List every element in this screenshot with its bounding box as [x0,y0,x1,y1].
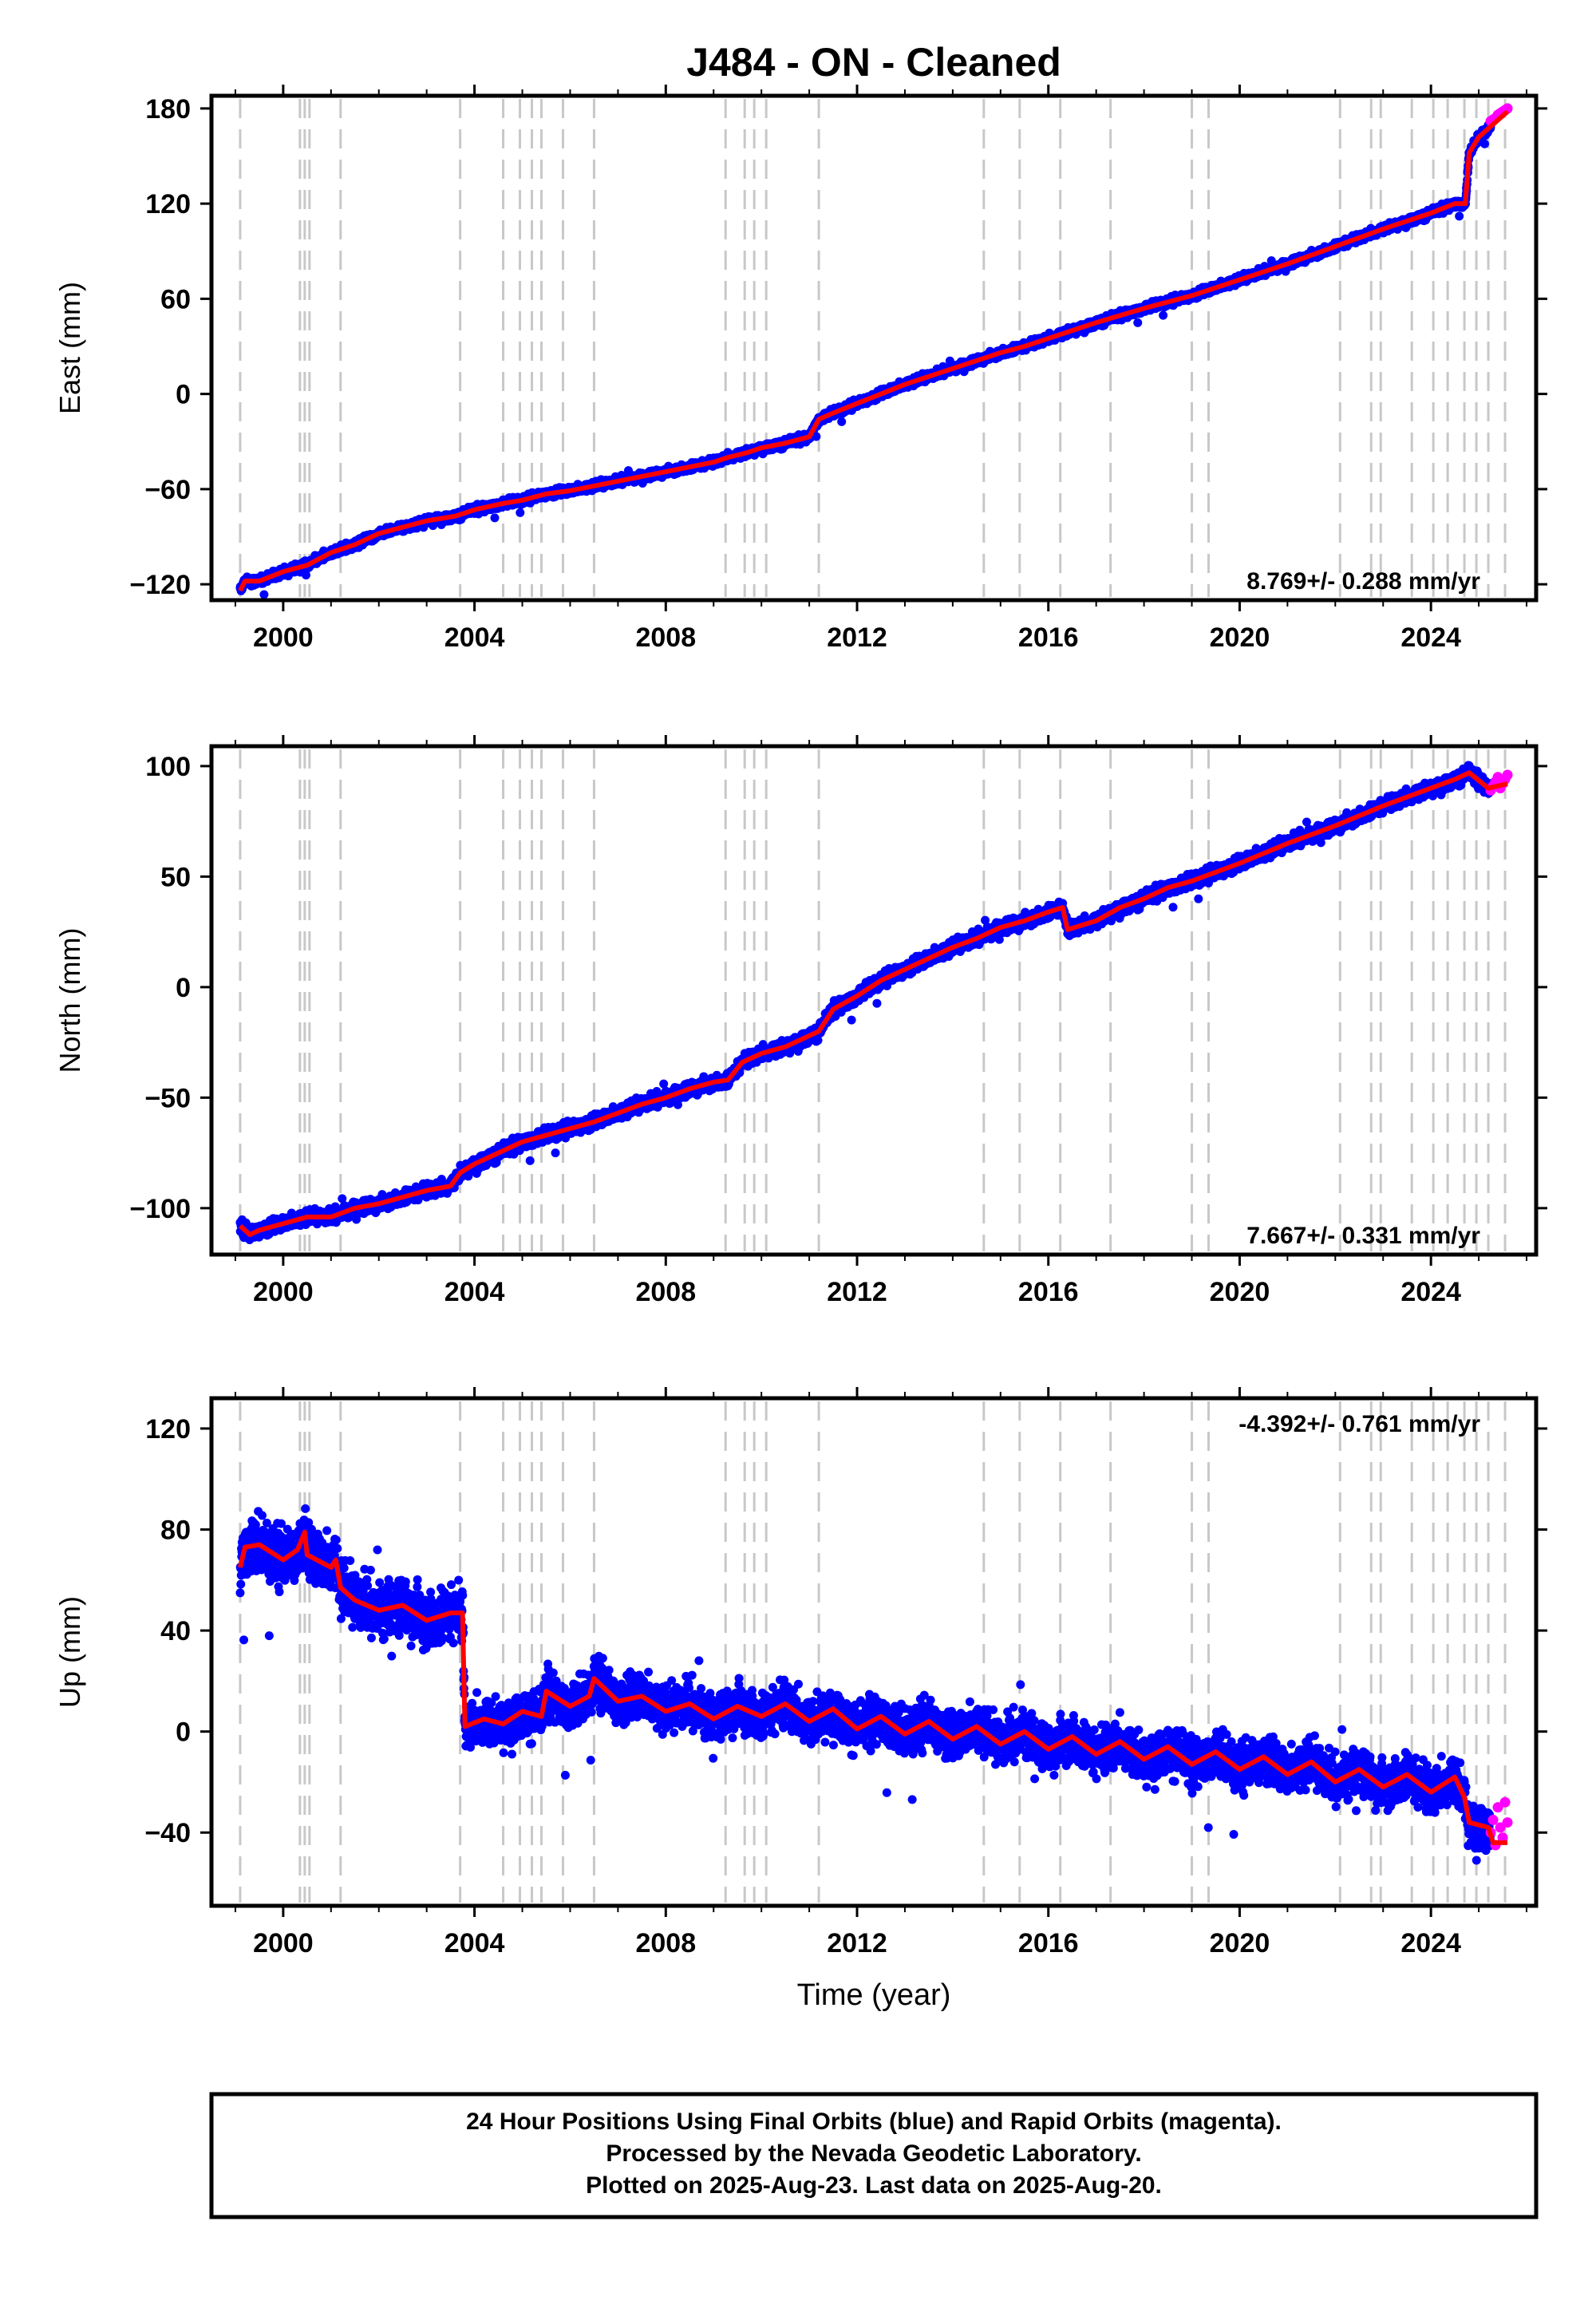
data-point [1159,310,1168,320]
data-point [837,417,847,426]
data-point [301,571,310,580]
data-point [259,590,269,599]
data-point [490,513,500,523]
data-point [516,508,525,517]
chart-title: J484 - ON - Cleaned [686,40,1061,85]
final-orbit-points [235,121,1495,599]
east-panel: East (mm) 8.769+/- 0.288 mm/yr 2000 2004 2… [53,85,1547,653]
data-point [1133,318,1143,327]
